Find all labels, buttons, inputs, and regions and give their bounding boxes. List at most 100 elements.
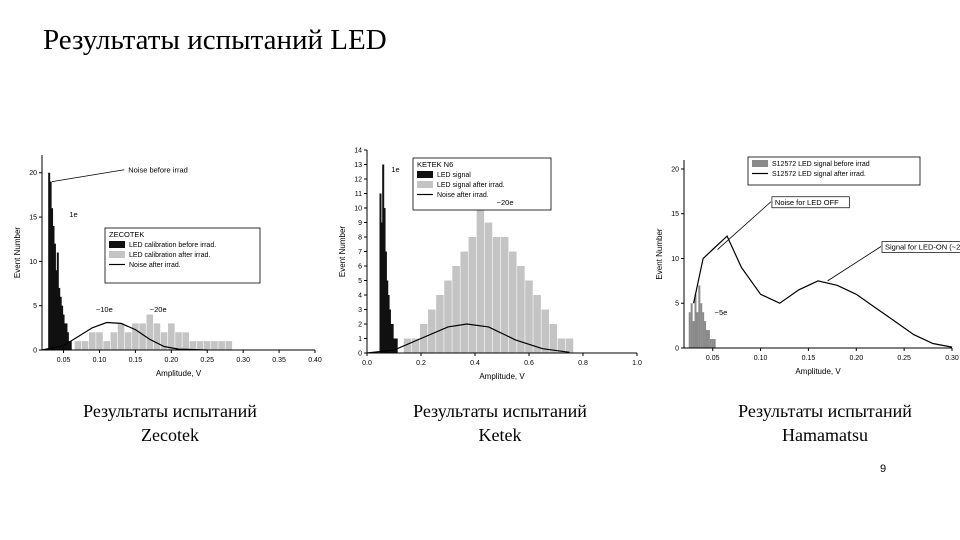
ketek-y-tick-label: 14 (354, 148, 362, 155)
zecotek-x-tick-label: 0.30 (236, 357, 250, 364)
ketek-bar-dark (394, 338, 397, 353)
zecotek-x-tick-label: 0.25 (200, 357, 214, 364)
zecotek-bar-light (153, 323, 161, 350)
zecotek-y-tick-label: 20 (29, 170, 37, 177)
hamamatsu-y-tick-label: 10 (671, 256, 679, 263)
ketek-bar-dark (379, 193, 382, 353)
caption-ketek-line1: Результаты испытаний (413, 401, 587, 421)
zecotek-legend-swatch (109, 241, 125, 248)
ketek-bar-dark (395, 338, 398, 353)
ketek-bar-light (484, 222, 493, 353)
ketek-legend-label: Noise after irrad. (437, 192, 489, 199)
zecotek-bar-light (96, 332, 103, 350)
caption-zecotek-line1: Результаты испытаний (83, 401, 257, 421)
zecotek-bar-dark (56, 252, 59, 350)
ketek-y-tick-label: 12 (354, 177, 362, 184)
ketek-bar-light (509, 251, 517, 353)
ketek-bar-light (419, 324, 428, 353)
hamamatsu-bar-mid (696, 312, 699, 348)
zecotek-annotation: Noise before irrad (128, 166, 188, 175)
zecotek-bar-light (160, 332, 168, 350)
ketek-y-tick-label: 1 (358, 336, 362, 343)
ketek-x-tick-label: 0.8 (578, 360, 588, 367)
ketek-annotation: 1e (391, 165, 399, 174)
zecotek-annotation: ~20e (150, 305, 167, 314)
zecotek-x-tick-label: 0.10 (93, 357, 107, 364)
hamamatsu-bar-mid (713, 339, 716, 348)
zecotek-bar-dark (63, 323, 66, 350)
zecotek-bar-dark (48, 172, 51, 350)
hamamatsu-legend-label: S12572 LED signal after irrad. (772, 171, 866, 178)
zecotek-x-tick-label: 0.20 (165, 357, 179, 364)
zecotek-bar-dark (61, 305, 64, 350)
ketek-bar-light (541, 309, 549, 353)
hamamatsu-bar-mid (705, 330, 708, 348)
zecotek-bar-light (203, 341, 211, 350)
ketek-bar-dark (386, 280, 389, 353)
caption-zecotek: Результаты испытаний Zecotek (40, 399, 300, 447)
ketek-y-tick-label: 5 (358, 278, 362, 285)
hamamatsu-x-tick-label: 0.25 (897, 355, 911, 362)
caption-ketek-line2: Ketek (478, 425, 522, 445)
ketek-x-tick-label: 1.0 (632, 360, 642, 367)
ketek-legend-title: KETEK N6 (417, 160, 453, 169)
ketek-bar-light (452, 266, 460, 353)
zecotek-annotation: ~10e (96, 305, 113, 314)
hamamatsu-legend-label: S12572 LED signal before irrad (772, 161, 870, 168)
slide-title: Результаты испытаний LED (43, 24, 387, 56)
ketek-line-series (366, 323, 570, 354)
ketek-bar-light (476, 208, 485, 353)
zecotek-bar-dark (59, 296, 62, 350)
ketek-y-tick-label: 8 (358, 235, 362, 242)
ketek-y-axis-label: Event Number (338, 226, 347, 277)
ketek-bar-dark (390, 324, 393, 353)
ketek-bar-light (549, 324, 558, 353)
ketek-bar-dark (380, 222, 383, 353)
ketek-y-tick-label: 0 (358, 351, 362, 358)
caption-zecotek-line2: Zecotek (141, 425, 199, 445)
ketek-bar-light (468, 237, 477, 353)
zecotek-bar-dark (53, 243, 56, 350)
zecotek-annotation: 1e (69, 210, 77, 219)
caption-hamamatsu: Результаты испытаний Hamamatsu (695, 399, 955, 447)
ketek-y-tick-label: 13 (354, 162, 362, 169)
ketek-bar-dark (383, 208, 386, 353)
zecotek-bar-dark (62, 314, 65, 350)
zecotek-y-tick-label: 15 (29, 215, 37, 222)
hamamatsu-bar-mid (694, 294, 697, 348)
hamamatsu-x-tick-label: 0.20 (849, 355, 863, 362)
hamamatsu-bar-mid (707, 330, 710, 348)
ketek-y-tick-label: 9 (358, 220, 362, 227)
hamamatsu-y-tick-label: 5 (675, 301, 679, 308)
zecotek-y-tick-label: 5 (33, 303, 37, 310)
zecotek-chart: 0.05 0.10 0.15 0.20 0.25 0.30 0.35 0.40 0 5 10 15 20… (13, 155, 322, 378)
ketek-bar-light (533, 295, 541, 353)
ketek-legend-label: LED signal (437, 172, 471, 179)
hamamatsu-x-tick-label: 0.05 (706, 355, 720, 362)
ketek-bar-dark (387, 295, 390, 353)
zecotek-bar-dark (65, 323, 68, 350)
zecotek-bar-light (74, 341, 82, 350)
zecotek-x-tick-label: 0.15 (129, 357, 143, 364)
zecotek-bar-light (211, 341, 218, 350)
hamamatsu-bar-mid (698, 285, 701, 348)
ketek-x-tick-label: 0.6 (524, 360, 534, 367)
caption-hamamatsu-line2: Hamamatsu (782, 425, 868, 445)
hamamatsu-annotation-arrow (717, 201, 772, 250)
hamamatsu-annotation-box (771, 196, 850, 209)
hamamatsu-chart: 0.05 0.10 0.15 0.20 0.25 0.30 0 5 10 15 20 Amplitud… (655, 156, 960, 376)
ketek-y-tick-label: 6 (358, 264, 362, 271)
ketek-bar-light (436, 295, 444, 353)
zecotek-legend-label: LED calibration before irrad. (129, 242, 216, 249)
zecotek-bar-light (139, 323, 146, 350)
ketek-x-tick-label: 0.0 (362, 360, 372, 367)
zecotek-x-axis-label: Amplitude, V (156, 369, 202, 378)
ketek-bar-light (517, 266, 525, 353)
zecotek-bar-light (88, 332, 96, 350)
hamamatsu-x-tick-label: 0.10 (754, 355, 768, 362)
hamamatsu-bar-mid (704, 321, 707, 348)
zecotek-legend-label: Noise after irrad. (129, 262, 181, 269)
hamamatsu-bar-mid (700, 303, 703, 348)
hamamatsu-bar-mid (690, 303, 693, 348)
hamamatsu-annotation: Signal for LED-ON (~26e) (885, 243, 960, 252)
